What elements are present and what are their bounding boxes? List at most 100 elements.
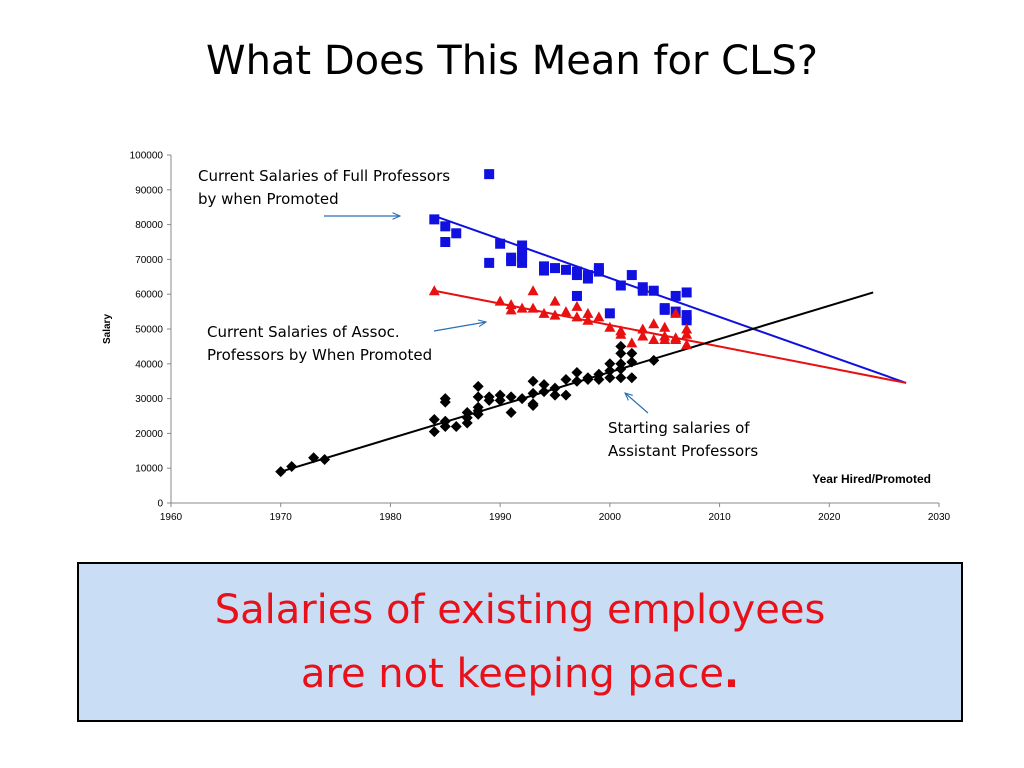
asst-point — [604, 358, 616, 370]
assoc-point — [670, 333, 682, 344]
assoc-point — [505, 304, 517, 315]
salary-scatter-chart: 0 10000 20000 30000 40000 50000 60000 70000 8000… — [102, 151, 951, 524]
assoc-point — [648, 333, 660, 344]
asst-point — [439, 420, 451, 432]
assoc-annotation-line: Current Salaries of Assoc. — [207, 323, 400, 341]
y-tick-label: 80000 — [135, 220, 163, 231]
y-tick-label: 70000 — [135, 255, 163, 266]
full-point — [659, 304, 670, 315]
assoc-point — [549, 309, 561, 320]
asst-annotation-arrow — [625, 393, 649, 414]
full-point — [517, 250, 528, 261]
full-point — [440, 221, 451, 232]
full-point — [681, 310, 692, 321]
y-tick-label: 30000 — [135, 394, 163, 405]
y-tick-label: 0 — [157, 499, 163, 510]
asst-point — [461, 417, 473, 429]
x-tick-label: 2030 — [928, 512, 951, 523]
assoc-point — [670, 307, 682, 318]
asst-point — [472, 408, 484, 420]
full-point — [648, 285, 659, 296]
asst-point — [549, 382, 561, 394]
full-point — [681, 287, 692, 298]
full-point — [571, 270, 582, 281]
y-tick-label: 10000 — [135, 464, 163, 475]
full-point — [495, 238, 506, 249]
assoc-point — [560, 306, 572, 317]
asst-point — [538, 379, 550, 391]
x-tick-label: 2010 — [708, 512, 731, 523]
full-point — [637, 285, 648, 296]
x-tick-label: 1960 — [160, 512, 183, 523]
asst-point — [560, 373, 572, 385]
full-point — [571, 290, 582, 301]
full-point — [517, 257, 528, 268]
full-annotation-line: Current Salaries of Full Professors — [198, 167, 450, 185]
assoc-point — [571, 300, 583, 311]
asst-point — [286, 460, 298, 472]
asst-point — [527, 387, 539, 399]
callout-box: Salaries of existing employees are not k… — [77, 562, 963, 722]
asst-point — [527, 400, 539, 412]
asst-point — [615, 363, 627, 375]
full-point — [560, 264, 571, 275]
assoc-point — [659, 321, 671, 332]
callout-period: . — [723, 651, 740, 697]
asst-point — [527, 375, 539, 387]
asst-point — [308, 452, 320, 464]
x-tick-label: 1970 — [270, 512, 293, 523]
x-tick-label: 2000 — [599, 512, 622, 523]
asst-point — [275, 466, 287, 478]
callout-line-1: Salaries of existing employees — [214, 587, 826, 633]
asst-point — [319, 454, 331, 465]
asst-point — [648, 354, 660, 366]
assoc-point — [626, 337, 638, 348]
assoc-point — [593, 311, 605, 322]
callout-line-2: are not keeping pace. — [79, 642, 961, 706]
y-tick-label: 40000 — [135, 359, 163, 370]
asst-point — [538, 386, 550, 398]
asst-point — [615, 340, 627, 352]
full-point — [440, 237, 451, 247]
assoc-point — [681, 323, 693, 334]
asst-point — [505, 407, 517, 419]
x-axis-title: Year Hired/Promoted — [812, 472, 931, 486]
y-tick-label: 20000 — [135, 429, 163, 440]
asst-point — [560, 389, 572, 401]
slide-title: What Does This Mean for CLS? — [206, 38, 818, 84]
full-point — [626, 270, 637, 281]
assoc-annotation-arrow — [433, 322, 486, 332]
full-point — [604, 308, 615, 319]
full-point — [615, 280, 626, 291]
y-axis-title: Salary — [102, 314, 113, 344]
full-point — [451, 228, 462, 239]
asst-point — [428, 426, 440, 438]
assoc-point — [428, 285, 440, 296]
x-tick-label: 2020 — [818, 512, 841, 523]
assoc-point — [582, 314, 594, 325]
full-point — [484, 257, 495, 268]
assoc-point — [604, 321, 616, 332]
assoc-point — [527, 285, 539, 296]
chart-annotations: Current Salaries of Full Professors by wh… — [198, 167, 758, 460]
assoc-point — [648, 318, 660, 329]
asst-point — [450, 420, 462, 432]
assoc-point — [516, 302, 528, 313]
asst-point — [472, 391, 484, 403]
assoc-point — [527, 302, 539, 313]
asst-point — [549, 389, 561, 401]
assoc-point — [681, 339, 693, 350]
y-tick-label: 50000 — [135, 325, 163, 336]
asst-point — [439, 396, 451, 408]
assoc-point — [571, 311, 583, 322]
full-point — [593, 266, 604, 277]
assoc-point — [549, 295, 561, 306]
asst-point — [505, 391, 517, 403]
assoc-point — [494, 295, 506, 306]
full-point — [670, 290, 681, 301]
asst-point — [626, 356, 638, 368]
assoc-point — [582, 307, 594, 318]
assoc-point — [681, 328, 693, 339]
asst-point — [626, 347, 638, 359]
asst-point — [516, 393, 528, 405]
